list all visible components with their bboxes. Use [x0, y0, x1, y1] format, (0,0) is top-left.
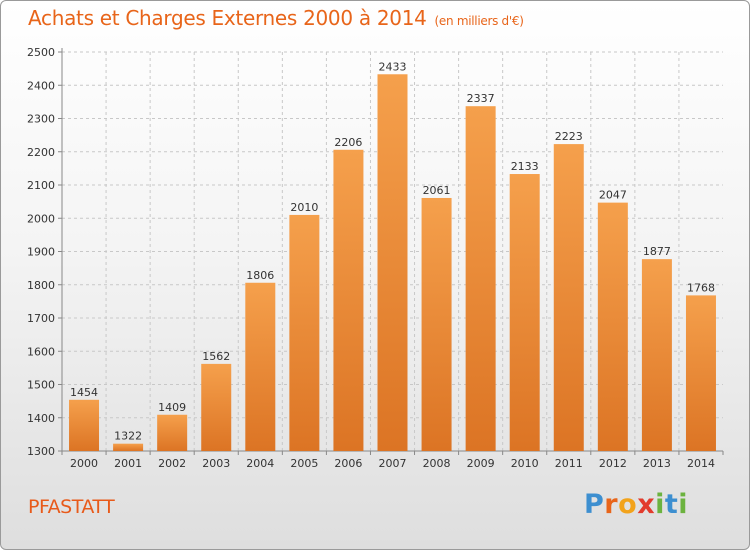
- x-tick-label: 2007: [379, 457, 407, 470]
- data-label: 2010: [290, 201, 318, 214]
- logo-letter: P: [584, 489, 605, 520]
- chart-subtitle: (en milliers d'€): [434, 14, 524, 28]
- bar: [685, 295, 716, 451]
- bar: [333, 149, 364, 451]
- logo-letter: r: [604, 489, 619, 520]
- logo-letter: i: [678, 489, 689, 520]
- y-tick-label: 2000: [27, 212, 55, 225]
- y-tick-label: 1600: [27, 345, 55, 358]
- logo-letter: x: [637, 489, 656, 520]
- bar: [69, 399, 100, 451]
- data-label: 2223: [555, 130, 583, 143]
- x-tick-label: 2003: [202, 457, 230, 470]
- data-label: 2047: [599, 189, 627, 202]
- bar: [245, 282, 276, 451]
- data-label: 1562: [202, 350, 230, 363]
- logo-letter: o: [618, 489, 638, 520]
- data-label: 2206: [334, 136, 362, 149]
- chart-title: Achats et Charges Externes 2000 à 2014 (e…: [28, 6, 524, 30]
- x-tick-label: 2012: [599, 457, 627, 470]
- bar: [201, 363, 232, 451]
- bars: [69, 74, 716, 452]
- bar: [553, 144, 584, 452]
- data-label: 2433: [379, 60, 407, 73]
- data-label: 1322: [114, 430, 142, 443]
- location-label: PFASTATT: [28, 496, 115, 518]
- data-label: 1454: [70, 386, 98, 399]
- y-tick-label: 2200: [27, 146, 55, 159]
- logo-letter: i: [655, 489, 665, 520]
- x-tick-label: 2001: [114, 457, 142, 470]
- x-tick-label: 2008: [423, 457, 451, 470]
- proxiti-logo: Proxiti: [584, 489, 688, 520]
- bar: [377, 74, 408, 451]
- y-tick-label: 2100: [27, 179, 55, 192]
- y-tick-label: 1800: [27, 279, 55, 292]
- x-tick-label: 2014: [687, 457, 715, 470]
- y-tick-label: 2500: [27, 46, 55, 59]
- bar: [509, 174, 540, 451]
- data-labels: 1454 2000 1322 2001 1409 2002 1562 2003 1806 2004…: [70, 60, 715, 470]
- x-tick-label: 2004: [246, 457, 274, 470]
- data-label: 2133: [511, 160, 539, 173]
- x-tick-label: 2011: [555, 457, 583, 470]
- y-tick-label: 1400: [27, 412, 55, 425]
- bar: [113, 443, 144, 451]
- data-label: 1877: [643, 245, 671, 258]
- y-tick-label: 1500: [27, 379, 55, 392]
- x-tick-label: 2005: [290, 457, 318, 470]
- y-tick-label: 1900: [27, 246, 55, 259]
- data-label: 2061: [423, 184, 451, 197]
- bar: [465, 106, 496, 451]
- y-tick-label: 1300: [27, 445, 55, 458]
- data-label: 1806: [246, 269, 274, 282]
- bar: [641, 259, 672, 451]
- bar: [421, 197, 452, 451]
- logo-letter: t: [664, 489, 679, 520]
- data-label: 1768: [687, 281, 715, 294]
- x-tick-label: 2002: [158, 457, 186, 470]
- bar: [597, 202, 628, 451]
- x-tick-label: 2010: [511, 457, 539, 470]
- data-label: 1409: [158, 401, 186, 414]
- y-tick-label: 2300: [27, 113, 55, 126]
- x-tick-label: 2006: [334, 457, 362, 470]
- x-tick-label: 2009: [467, 457, 495, 470]
- bar: [157, 414, 188, 451]
- data-label: 2337: [467, 92, 495, 105]
- y-tick-label: 1700: [27, 312, 55, 325]
- bar: [289, 214, 320, 451]
- x-tick-label: 2013: [643, 457, 671, 470]
- x-tick-label: 2000: [70, 457, 98, 470]
- y-tick-label: 2400: [27, 79, 55, 92]
